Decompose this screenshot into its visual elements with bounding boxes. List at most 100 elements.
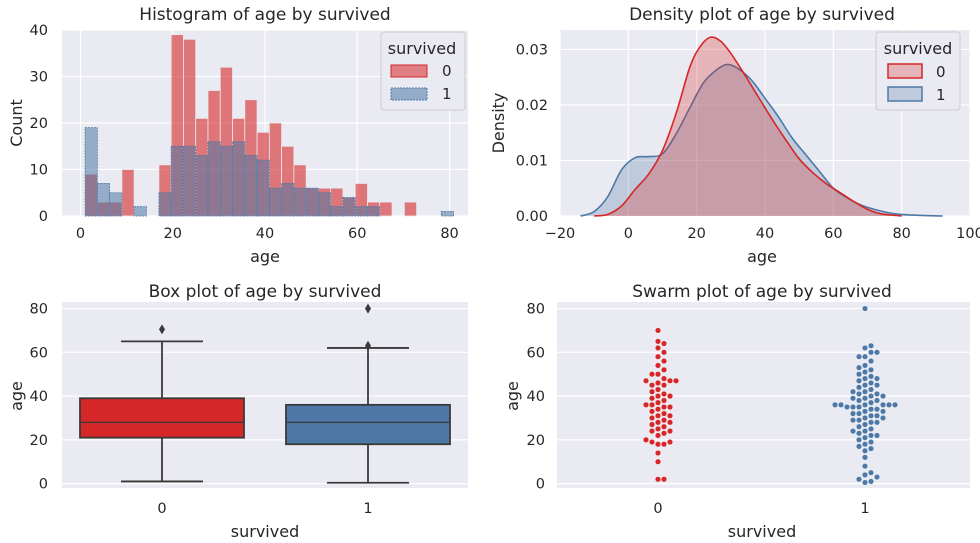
histogram-ylabel: Count [7, 99, 26, 147]
swarm-point-survived-1 [856, 443, 863, 450]
histogram-ytick-label: 20 [30, 116, 48, 132]
histogram-ytick-label: 30 [30, 70, 48, 86]
histogram-bar-survived-1 [330, 206, 344, 217]
boxplot-xlabel: survived [231, 522, 299, 541]
boxplot-ytick-label: 20 [30, 433, 48, 449]
swarm-point-survived-0 [649, 388, 656, 395]
histogram-bar-survived-1 [293, 187, 307, 217]
swarm-ytick-label: 80 [527, 302, 545, 318]
swarm-point-survived-1 [862, 382, 869, 389]
histogram-legend-label-1: 1 [442, 85, 452, 103]
swarm-point-survived-1 [856, 430, 863, 437]
swarm-point-survived-0 [655, 393, 662, 400]
density-legend-swatch-1 [887, 86, 923, 102]
swarm-point-survived-1 [874, 375, 881, 382]
swarm-point-survived-0 [661, 417, 668, 424]
swarm-point-survived-0 [655, 412, 662, 419]
swarm-point-survived-1 [874, 390, 881, 397]
swarm-point-survived-1 [862, 441, 869, 448]
swarm-point-survived-1 [874, 419, 881, 426]
swarm-point-survived-0 [655, 371, 662, 378]
boxplot-xtick-label: 0 [157, 501, 166, 517]
swarm-point-survived-0 [643, 401, 650, 408]
swarm-point-survived-1 [862, 428, 869, 435]
swarm-point-survived-0 [655, 458, 662, 465]
swarm-point-survived-1 [850, 428, 857, 435]
histogram-bar-survived-1 [305, 187, 319, 217]
swarm-point-survived-1 [874, 406, 881, 413]
swarm-point-survived-1 [868, 445, 875, 452]
swarm-panel: 0 1 0 20 40 60 80 Swarm plot of age by surviv… [503, 282, 970, 541]
swarm-point-survived-1 [862, 421, 869, 428]
swarm-point-survived-1 [862, 353, 869, 360]
swarm-point-survived-1 [832, 401, 839, 408]
histogram-bar-survived-0 [121, 169, 135, 217]
swarm-point-survived-1 [868, 379, 875, 386]
swarm-point-survived-1 [850, 395, 857, 402]
density-legend: survived 0 1 [875, 31, 961, 111]
swarm-point-survived-1 [868, 342, 875, 349]
swarm-point-survived-1 [856, 353, 863, 360]
swarm-point-survived-1 [880, 408, 887, 415]
swarm-point-survived-1 [862, 463, 869, 470]
swarm-point-survived-1 [862, 362, 869, 369]
swarm-point-survived-0 [667, 412, 674, 419]
density-legend-label-0: 0 [936, 63, 946, 81]
histogram-xlabel: age [250, 247, 280, 266]
histogram-bar-survived-1 [84, 127, 98, 217]
swarm-point-survived-1 [874, 382, 881, 389]
histogram-ytick-label: 40 [30, 23, 48, 39]
swarm-point-survived-0 [649, 421, 656, 428]
histogram-xtick-label: 20 [164, 226, 182, 242]
swarm-point-survived-1 [868, 469, 875, 476]
swarm-point-survived-0 [649, 414, 656, 421]
swarm-point-survived-1 [862, 395, 869, 402]
swarm-point-survived-1 [856, 364, 863, 371]
histogram-bar-survived-1 [232, 141, 246, 217]
swarm-point-survived-0 [643, 377, 650, 384]
swarm-ytick-label: 60 [527, 345, 545, 361]
swarm-point-survived-1 [856, 371, 863, 378]
density-xlabel: age [747, 247, 777, 266]
boxplot-outlier [365, 340, 371, 351]
swarm-point-survived-0 [655, 406, 662, 413]
swarm-point-survived-1 [892, 401, 899, 408]
swarm-point-survived-0 [661, 358, 668, 365]
histogram-bar-survived-1 [367, 206, 381, 217]
histogram-ytick-label: 10 [30, 163, 48, 179]
swarm-point-survived-0 [655, 362, 662, 369]
histogram-ytick-label: 0 [39, 209, 48, 225]
swarm-point-survived-1 [868, 358, 875, 365]
density-ylabel: Density [489, 93, 508, 154]
swarm-point-survived-0 [655, 399, 662, 406]
histogram-bar-survived-1 [207, 141, 221, 217]
histogram-bar-survived-1 [96, 183, 111, 217]
swarm-point-survived-1 [838, 401, 845, 408]
swarm-point-survived-0 [655, 476, 662, 483]
histogram-bar-survived-1 [195, 155, 209, 217]
boxplot-box-survived-0 [79, 397, 245, 439]
density-xtick-label: 100 [956, 226, 980, 242]
swarm-point-survived-1 [868, 393, 875, 400]
swarm-point-survived-1 [868, 406, 875, 413]
swarm-point-survived-1 [862, 447, 869, 454]
swarm-point-survived-0 [649, 395, 656, 402]
swarm-point-survived-1 [856, 410, 863, 417]
density-xtick-label: −20 [545, 226, 576, 242]
histogram-bar-survived-1 [158, 192, 172, 217]
histogram-bar-survived-1 [219, 145, 233, 217]
swarm-point-survived-0 [655, 327, 662, 334]
histogram-xtick-label: 0 [76, 226, 85, 242]
histogram-xtick-label: 40 [256, 226, 274, 242]
swarm-point-survived-1 [862, 305, 869, 312]
swarm-point-survived-1 [868, 432, 875, 439]
swarm-point-survived-1 [856, 417, 863, 424]
swarm-point-survived-1 [880, 414, 887, 421]
swarm-point-survived-0 [649, 439, 656, 446]
histogram-xtick-label: 60 [348, 226, 366, 242]
swarm-point-survived-0 [655, 344, 662, 351]
histogram-bar-survived-0 [403, 201, 418, 217]
density-area-survived-1 [580, 64, 943, 217]
density-legend-swatch-0 [887, 63, 923, 79]
